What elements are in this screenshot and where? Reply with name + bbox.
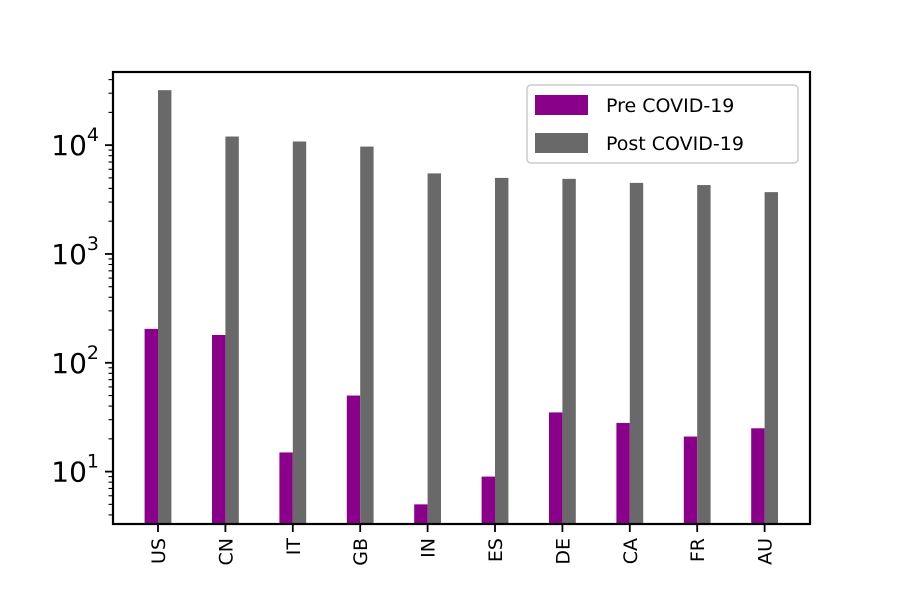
bar-pre-in — [414, 504, 428, 524]
bar-post-es — [495, 177, 509, 524]
ytick-label-3: 103 — [51, 233, 99, 271]
xtick-label-de: DE — [552, 538, 574, 565]
bar-pre-cn — [212, 335, 226, 524]
bar-pre-ca — [616, 422, 630, 524]
xtick-label-in: IN — [418, 538, 440, 558]
bars-layer — [144, 90, 778, 525]
bar-pre-us — [144, 328, 158, 524]
legend-box — [526, 84, 799, 164]
bar-post-cn — [225, 136, 239, 524]
xtick-label-us: US — [148, 538, 170, 564]
bar-pre-fr — [683, 436, 698, 524]
ytick-label-1: 101 — [51, 451, 99, 489]
xtick-label-it: IT — [283, 538, 305, 556]
plot-frame — [111, 70, 812, 526]
bar-post-gb — [360, 146, 374, 524]
bar-pre-it — [279, 452, 293, 524]
ytick-exponent: 1 — [87, 451, 99, 473]
ytick-base: 10 — [51, 456, 87, 489]
ytick-exponent: 2 — [87, 342, 99, 364]
xtick-label-gb: GB — [350, 538, 372, 566]
ytick-label-2: 102 — [51, 342, 99, 380]
xtick-label-au: AU — [755, 538, 777, 565]
bar-post-de — [562, 178, 576, 524]
legend-label-pre: Pre COVID-19 — [606, 95, 734, 117]
xtick-label-cn: CN — [215, 538, 237, 565]
bar-pre-es — [481, 476, 495, 524]
bar-post-in — [427, 173, 441, 524]
ytick-exponent: 3 — [87, 233, 99, 255]
xtick-label-ca: CA — [620, 538, 642, 564]
ytick-base: 10 — [51, 238, 87, 271]
legend-swatch-post — [535, 133, 588, 153]
bar-post-it — [292, 141, 307, 524]
legend-swatch-pre — [535, 95, 588, 115]
bar-post-us — [158, 90, 172, 525]
bar-pre-au — [751, 428, 765, 524]
xtick-label-es: ES — [485, 538, 507, 562]
ytick-exponent: 4 — [87, 124, 99, 146]
legend: Pre COVID-19 Post COVID-19 — [526, 84, 799, 164]
bar-post-au — [764, 192, 778, 524]
legend-label-post: Post COVID-19 — [606, 133, 744, 155]
bar-post-fr — [697, 185, 711, 524]
xtick-label-fr: FR — [687, 538, 709, 562]
x-axis: US CN IT GB IN ES DE CA FR AU — [148, 524, 777, 566]
ytick-label-4: 104 — [51, 124, 99, 162]
ytick-base: 10 — [51, 129, 87, 162]
ytick-base: 10 — [51, 347, 87, 380]
bar-post-ca — [629, 182, 644, 524]
bar-pre-gb — [346, 395, 361, 524]
bar-pre-de — [549, 412, 563, 524]
